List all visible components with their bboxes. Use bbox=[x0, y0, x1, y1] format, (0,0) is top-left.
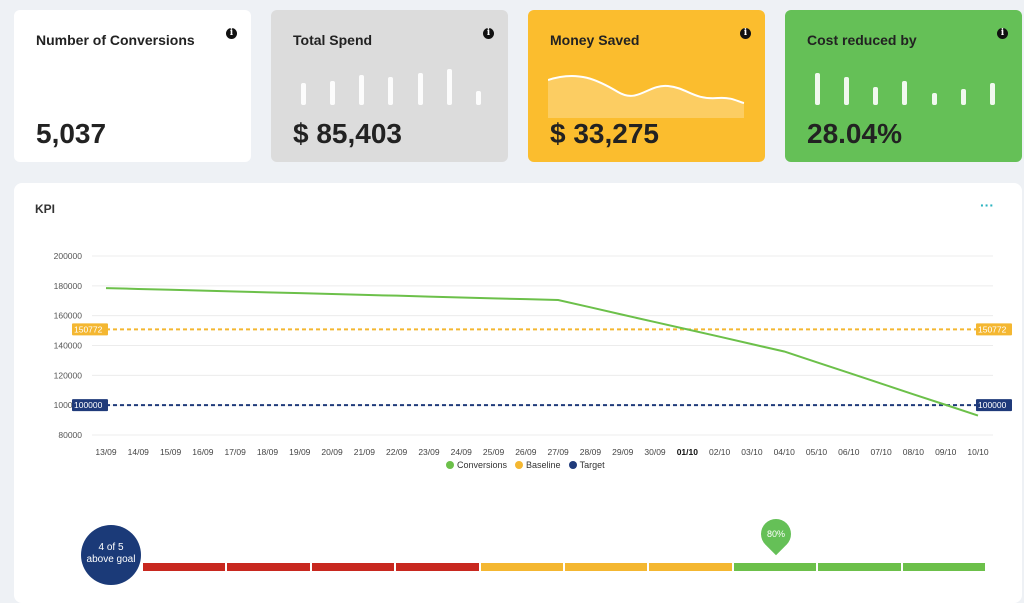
x-tick-label: 09/10 bbox=[935, 447, 957, 457]
kpi-title: KPI bbox=[35, 202, 56, 216]
x-tick-label: 10/10 bbox=[967, 447, 989, 457]
series-label: 150772 bbox=[74, 324, 103, 334]
chart-legend: Conversions Baseline Target bbox=[446, 460, 605, 470]
goal-segment bbox=[818, 563, 901, 571]
y-tick-label: 200000 bbox=[54, 251, 83, 261]
spend-sparkbars bbox=[301, 65, 481, 105]
series-label: 100000 bbox=[978, 400, 1007, 410]
x-tick-label: 21/09 bbox=[354, 447, 376, 457]
y-tick-label: 180000 bbox=[54, 281, 83, 291]
series-conversions-line bbox=[105, 287, 979, 417]
x-tick-label: 07/10 bbox=[870, 447, 892, 457]
x-tick-label: 24/09 bbox=[451, 447, 473, 457]
kpi-panel: KPI ··· 80000 100000 120000 140000 160000 180… bbox=[14, 183, 1022, 603]
x-tick-label: 04/10 bbox=[774, 447, 796, 457]
x-tick-label: 16/09 bbox=[192, 447, 214, 457]
y-tick-label: 100000 bbox=[54, 400, 83, 410]
card-total-spend: Total Spend i $ 85,403 bbox=[271, 10, 508, 162]
card-cost-reduced: Cost reduced by i 28.04% bbox=[785, 10, 1022, 162]
card-value: $ 33,275 bbox=[550, 118, 659, 149]
card-title: Money Saved bbox=[550, 32, 640, 48]
card-money-saved: Money Saved i $ 33,275 bbox=[528, 10, 765, 162]
goal-segment bbox=[480, 563, 563, 571]
x-tick-label: 05/10 bbox=[806, 447, 828, 457]
x-tick-label: 14/09 bbox=[128, 447, 150, 457]
series-label: 100000 bbox=[74, 400, 103, 410]
x-tick-label: 22/09 bbox=[386, 447, 408, 457]
x-tick-label: 13/09 bbox=[95, 447, 117, 457]
goal-marker-label: 80% bbox=[766, 529, 785, 539]
card-value: $ 85,403 bbox=[293, 118, 402, 149]
y-tick-label: 140000 bbox=[54, 341, 83, 351]
more-menu-icon[interactable]: ··· bbox=[980, 197, 994, 213]
x-tick-label: 25/09 bbox=[483, 447, 505, 457]
y-tick-label: 80000 bbox=[58, 430, 82, 440]
x-tick-label: 28/09 bbox=[580, 447, 602, 457]
series-label-box bbox=[72, 399, 108, 412]
card-title: Number of Conversions bbox=[36, 32, 195, 48]
x-tick-label: 17/09 bbox=[225, 447, 247, 457]
info-icon[interactable]: i bbox=[483, 28, 494, 39]
cost-sparkbars bbox=[815, 65, 995, 105]
info-icon[interactable]: i bbox=[226, 28, 237, 39]
x-tick-label: 06/10 bbox=[838, 447, 860, 457]
x-tick-label: 23/09 bbox=[418, 447, 440, 457]
x-tick-label: 20/09 bbox=[321, 447, 343, 457]
x-tick-label: 26/09 bbox=[515, 447, 537, 457]
legend-conversions[interactable]: Conversions bbox=[446, 460, 507, 470]
x-tick-label: 15/09 bbox=[160, 447, 182, 457]
series-label: 150772 bbox=[978, 324, 1007, 334]
x-tick-label: 03/10 bbox=[741, 447, 763, 457]
y-tick-label: 120000 bbox=[54, 370, 83, 380]
legend-target[interactable]: Target bbox=[568, 460, 605, 470]
goal-segment bbox=[396, 563, 479, 571]
card-conversions: Number of Conversions i 5,037 bbox=[14, 10, 251, 162]
goal-segment bbox=[733, 563, 817, 571]
series-label-box bbox=[976, 399, 1012, 412]
goal-segment bbox=[565, 563, 648, 571]
x-tick-label: 19/09 bbox=[289, 447, 311, 457]
card-title: Cost reduced by bbox=[807, 32, 917, 48]
card-value: 5,037 bbox=[36, 118, 107, 149]
card-title: Total Spend bbox=[293, 32, 373, 48]
x-tick-label: 27/09 bbox=[548, 447, 570, 457]
legend-baseline[interactable]: Baseline bbox=[515, 460, 561, 470]
x-tick-label: 08/10 bbox=[903, 447, 925, 457]
goal-segment bbox=[649, 563, 732, 571]
x-tick-label: 18/09 bbox=[257, 447, 279, 457]
goal-segment bbox=[311, 563, 395, 571]
x-tick-label: 02/10 bbox=[709, 447, 731, 457]
kpi-line-chart: 80000 100000 120000 140000 160000 180000 20000… bbox=[54, 251, 1012, 457]
goal-segment bbox=[227, 563, 310, 571]
goal-badge: 4 of 5 above goal bbox=[81, 525, 141, 585]
series-label-box bbox=[72, 323, 108, 336]
savings-sparkline bbox=[548, 75, 745, 118]
x-tick-label: 01/10 bbox=[677, 447, 699, 457]
info-icon[interactable]: i bbox=[997, 28, 1008, 39]
x-tick-label: 29/09 bbox=[612, 447, 634, 457]
goal-segment bbox=[902, 563, 985, 571]
info-icon[interactable]: i bbox=[740, 28, 751, 39]
x-tick-label: 30/09 bbox=[644, 447, 666, 457]
goal-segment bbox=[143, 563, 226, 571]
series-label-box bbox=[976, 323, 1012, 336]
y-tick-label: 160000 bbox=[54, 311, 83, 321]
card-value: 28.04% bbox=[807, 118, 902, 149]
